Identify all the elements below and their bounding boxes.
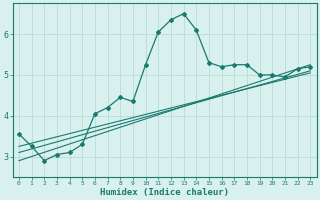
- X-axis label: Humidex (Indice chaleur): Humidex (Indice chaleur): [100, 188, 229, 197]
